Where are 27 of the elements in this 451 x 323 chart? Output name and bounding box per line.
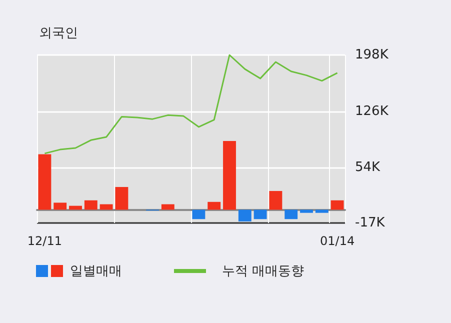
x-tick-label: 01/14 [320, 234, 355, 248]
bar [300, 210, 313, 213]
bar [38, 154, 52, 210]
bar [100, 204, 113, 210]
bar [115, 187, 128, 210]
legend-label: 일별매매 [70, 263, 122, 280]
chart-title: 외국인 [39, 26, 78, 41]
bar [284, 210, 298, 220]
bar [192, 210, 206, 220]
line-series [44, 54, 338, 154]
bar [69, 206, 82, 210]
bar [84, 200, 98, 210]
y-tick-label: -17K [355, 216, 386, 230]
bar [254, 210, 267, 220]
y-tick-label: 126K [355, 104, 389, 119]
bar [330, 200, 344, 210]
bar [223, 140, 236, 210]
y-tick-label: 54K [355, 160, 381, 176]
bar [208, 202, 221, 210]
x-tick-label: 12/11 [27, 234, 62, 248]
bar [315, 210, 328, 213]
bar [54, 202, 67, 210]
bar [238, 210, 252, 222]
y-tick-label: 198K [355, 48, 389, 62]
bar [161, 204, 174, 210]
legend-label: 누적 매매동향 [222, 263, 304, 280]
bar [269, 190, 282, 210]
